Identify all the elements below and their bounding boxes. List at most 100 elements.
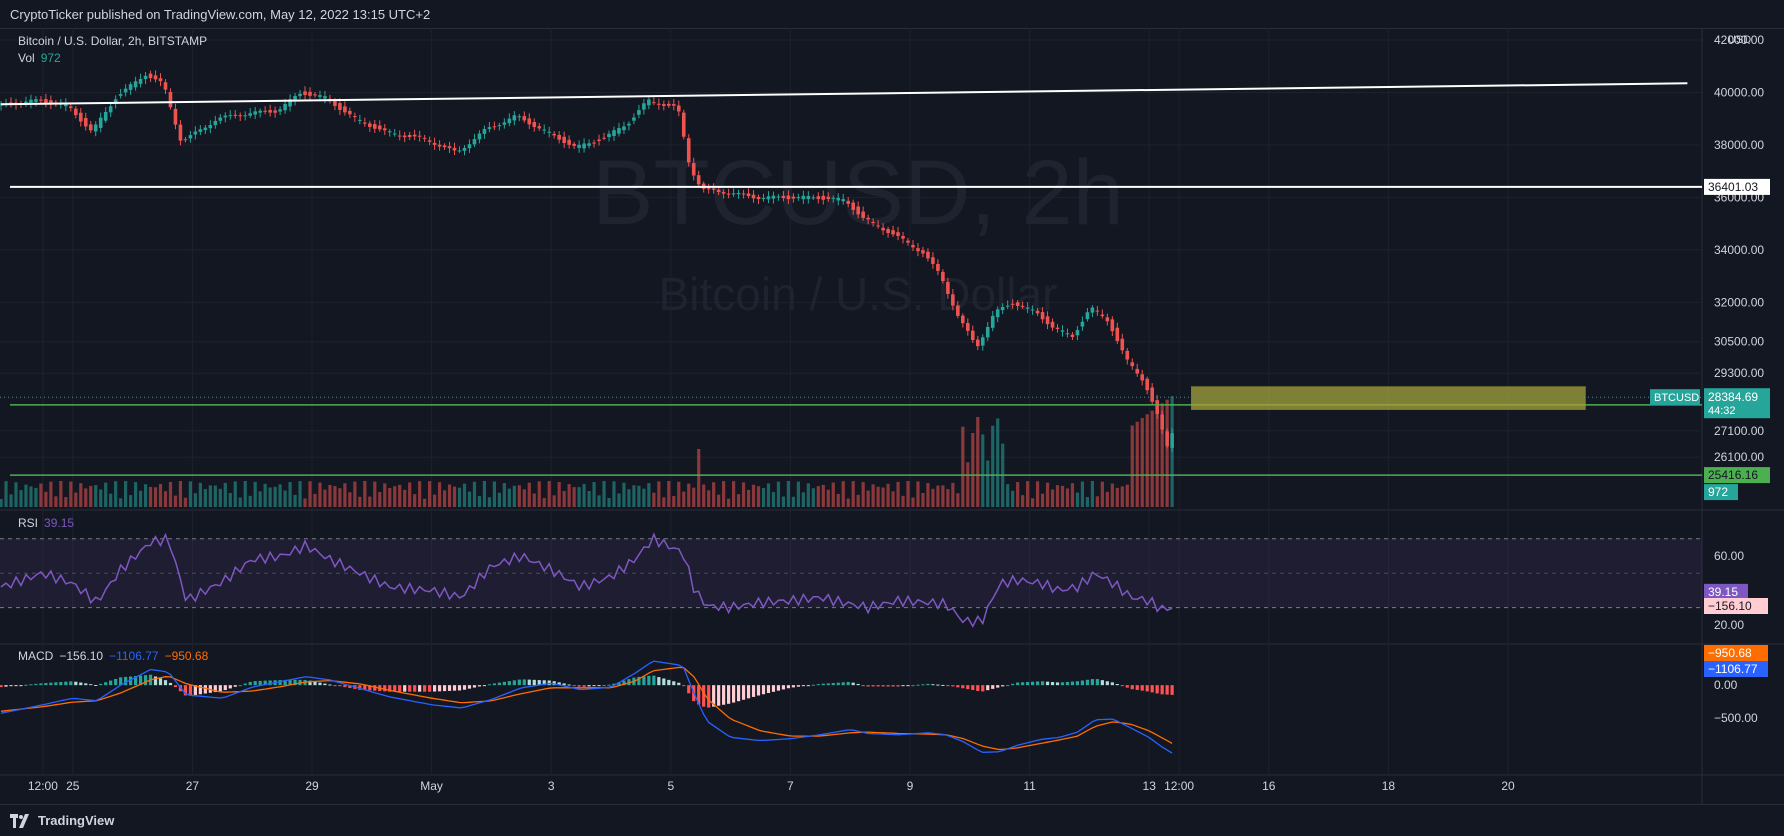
volume-bar bbox=[442, 490, 447, 507]
volume-bar bbox=[527, 482, 531, 507]
volume-bar bbox=[936, 485, 940, 507]
macd-histogram-bar bbox=[188, 685, 193, 696]
candle-body bbox=[811, 197, 816, 199]
volume-bar bbox=[791, 496, 795, 507]
candle-body bbox=[821, 195, 826, 200]
volume-bar bbox=[727, 498, 731, 507]
candle-body bbox=[841, 199, 846, 202]
candle-body bbox=[876, 225, 880, 227]
candle-body bbox=[801, 195, 806, 200]
macd-histogram-bar bbox=[143, 675, 148, 686]
tradingview-logo[interactable]: TradingView bbox=[10, 813, 114, 828]
macd-histogram-bar bbox=[288, 679, 292, 686]
volume-bar bbox=[79, 483, 83, 507]
macd-histogram-bar bbox=[99, 683, 103, 686]
macd-histogram-bar bbox=[896, 685, 900, 687]
macd-histogram-bar bbox=[1145, 685, 1149, 692]
volume-bar bbox=[183, 497, 188, 507]
volume-bar bbox=[507, 488, 511, 507]
volume-bar bbox=[657, 481, 661, 507]
volume-bar bbox=[896, 481, 900, 507]
candle-body bbox=[637, 110, 641, 115]
volume-bar bbox=[363, 481, 367, 507]
candle-body bbox=[1015, 302, 1020, 306]
candle-body bbox=[657, 103, 661, 105]
candle-body bbox=[293, 95, 297, 102]
rsi-legend[interactable]: RSI 39.15 bbox=[18, 516, 74, 530]
volume-bar bbox=[1150, 410, 1154, 507]
volume-bar bbox=[138, 490, 143, 507]
volume-bar bbox=[642, 488, 646, 507]
candle-body bbox=[881, 227, 885, 231]
macd-histogram-bar bbox=[736, 685, 741, 702]
watermark-ticker: BTCUSD, 2h bbox=[592, 142, 1124, 244]
volume-bar bbox=[318, 482, 322, 507]
candle-body bbox=[1060, 330, 1065, 332]
macd-histogram-bar bbox=[647, 675, 651, 686]
macd-histogram-bar bbox=[183, 685, 188, 696]
volume-bar bbox=[1016, 482, 1020, 507]
macd-histogram-bar bbox=[472, 685, 477, 688]
chart-svg[interactable]: 12:00 25 27 29 May 3 5 7 9 11 13 12:00 16 18 20 42000.0… bbox=[0, 28, 1784, 804]
symbol-legend[interactable]: Bitcoin / U.S. Dollar, 2h, BITSTAMP bbox=[18, 34, 207, 48]
macd-histogram-bar bbox=[1170, 685, 1174, 695]
macd-histogram-bar bbox=[1155, 685, 1159, 694]
volume-bar bbox=[766, 483, 771, 507]
macd-histogram-bar bbox=[467, 685, 472, 689]
macd-histogram-bar bbox=[323, 683, 327, 686]
volume-bar bbox=[731, 481, 736, 507]
candle-body bbox=[961, 315, 965, 324]
volume-bar bbox=[512, 485, 516, 507]
candle-body bbox=[1090, 307, 1095, 313]
candle-body bbox=[457, 150, 462, 152]
macd-histogram-bar bbox=[24, 684, 28, 686]
macd-histogram-bar bbox=[731, 685, 736, 703]
volume-bar bbox=[133, 482, 138, 507]
candle-body bbox=[248, 113, 253, 116]
candle-body bbox=[711, 188, 716, 190]
candle-body bbox=[233, 114, 238, 116]
candle-body bbox=[786, 195, 791, 200]
macd-histogram-bar bbox=[557, 682, 561, 686]
volume-bar bbox=[178, 481, 183, 507]
macd-histogram-bar bbox=[373, 685, 377, 691]
last-price-label: 28384.69 bbox=[1708, 390, 1758, 404]
macd-histogram-bar bbox=[961, 685, 965, 689]
macd-histogram-bar bbox=[652, 675, 656, 686]
candle-body bbox=[44, 99, 48, 104]
candle-body bbox=[1020, 305, 1025, 307]
time-axis-tick-label: 16 bbox=[1262, 779, 1276, 793]
macd-axis-tick-label: −500.00 bbox=[1714, 711, 1758, 725]
volume-legend[interactable]: Vol 972 bbox=[18, 51, 61, 65]
macd-histogram-bar bbox=[258, 680, 262, 686]
volume-bar bbox=[667, 481, 671, 507]
macd-histogram-bar bbox=[114, 678, 118, 686]
volume-bar bbox=[916, 481, 920, 507]
time-axis-tick-label: 20 bbox=[1501, 779, 1515, 793]
macd-histogram-bar bbox=[722, 685, 726, 705]
volume-bar bbox=[1035, 481, 1040, 507]
volume-bar bbox=[692, 487, 696, 507]
macd-histogram-bar bbox=[612, 683, 616, 686]
macd-histogram-bar bbox=[657, 677, 661, 686]
candle-body bbox=[662, 104, 666, 106]
macd-histogram-bar bbox=[1065, 681, 1070, 686]
candle-body bbox=[427, 140, 432, 142]
time-axis-tick-label: May bbox=[420, 779, 443, 793]
volume-bar bbox=[1045, 482, 1050, 507]
candle-body bbox=[253, 111, 257, 115]
volume-bar bbox=[557, 481, 561, 507]
candle-body bbox=[39, 99, 43, 101]
macd-histogram-bar bbox=[163, 680, 168, 686]
macd-histogram-bar bbox=[14, 685, 18, 687]
volume-bar bbox=[143, 484, 148, 507]
macd-histogram-bar bbox=[776, 685, 781, 691]
macd-histogram-bar bbox=[69, 681, 73, 686]
countdown-label: 44:32 bbox=[1708, 405, 1736, 417]
volume-bar bbox=[677, 481, 681, 507]
volume-bar bbox=[1050, 489, 1055, 507]
macd-histogram-bar bbox=[333, 685, 337, 687]
macd-legend[interactable]: MACD −156.10 −1106.77 −950.68 bbox=[18, 649, 208, 663]
volume-bar bbox=[617, 493, 621, 507]
macd-histogram-bar bbox=[1035, 681, 1040, 686]
